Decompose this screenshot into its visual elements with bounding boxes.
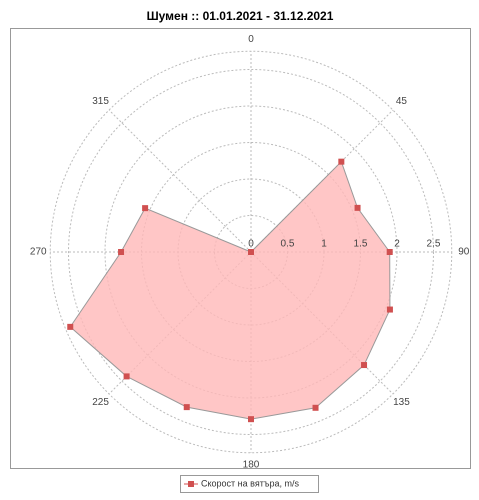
marker [386,306,393,313]
angle-tick-label: 90 [458,247,470,258]
marker [118,249,125,255]
angle-tick-label: 180 [243,459,260,470]
marker [354,204,361,211]
marker [248,249,254,255]
legend-label: Скорост на вятъра, m/s [201,478,299,488]
legend-marker [188,481,194,487]
grid-circle [68,69,434,435]
angle-tick-label: 225 [92,397,109,408]
marker [123,373,130,380]
angle-tick-label: 315 [92,96,109,107]
angle-tick-label: 45 [396,96,408,107]
angle-tick-label: 0 [248,34,254,45]
r-tick-label: 0.5 [281,239,295,250]
chart-title: Шумен :: 01.01.2021 - 31.12.2021 [147,9,334,23]
r-tick-label: 0 [248,239,254,250]
r-tick-label: 2 [394,239,400,250]
marker [67,323,74,330]
marker [183,404,190,411]
marker [248,416,254,423]
grid-spoke [108,109,252,253]
marker [338,158,345,165]
angle-tick-label: 135 [393,397,410,408]
area [69,160,391,420]
marker [386,249,393,255]
angle-tick-label: 270 [30,247,47,258]
r-tick-label: 1.5 [354,239,368,250]
legend-box [180,475,319,493]
marker [361,362,368,369]
r-tick-label: 2.5 [427,239,441,250]
marker [142,205,149,212]
r-tick-label: 1 [321,239,327,250]
marker [312,404,319,411]
